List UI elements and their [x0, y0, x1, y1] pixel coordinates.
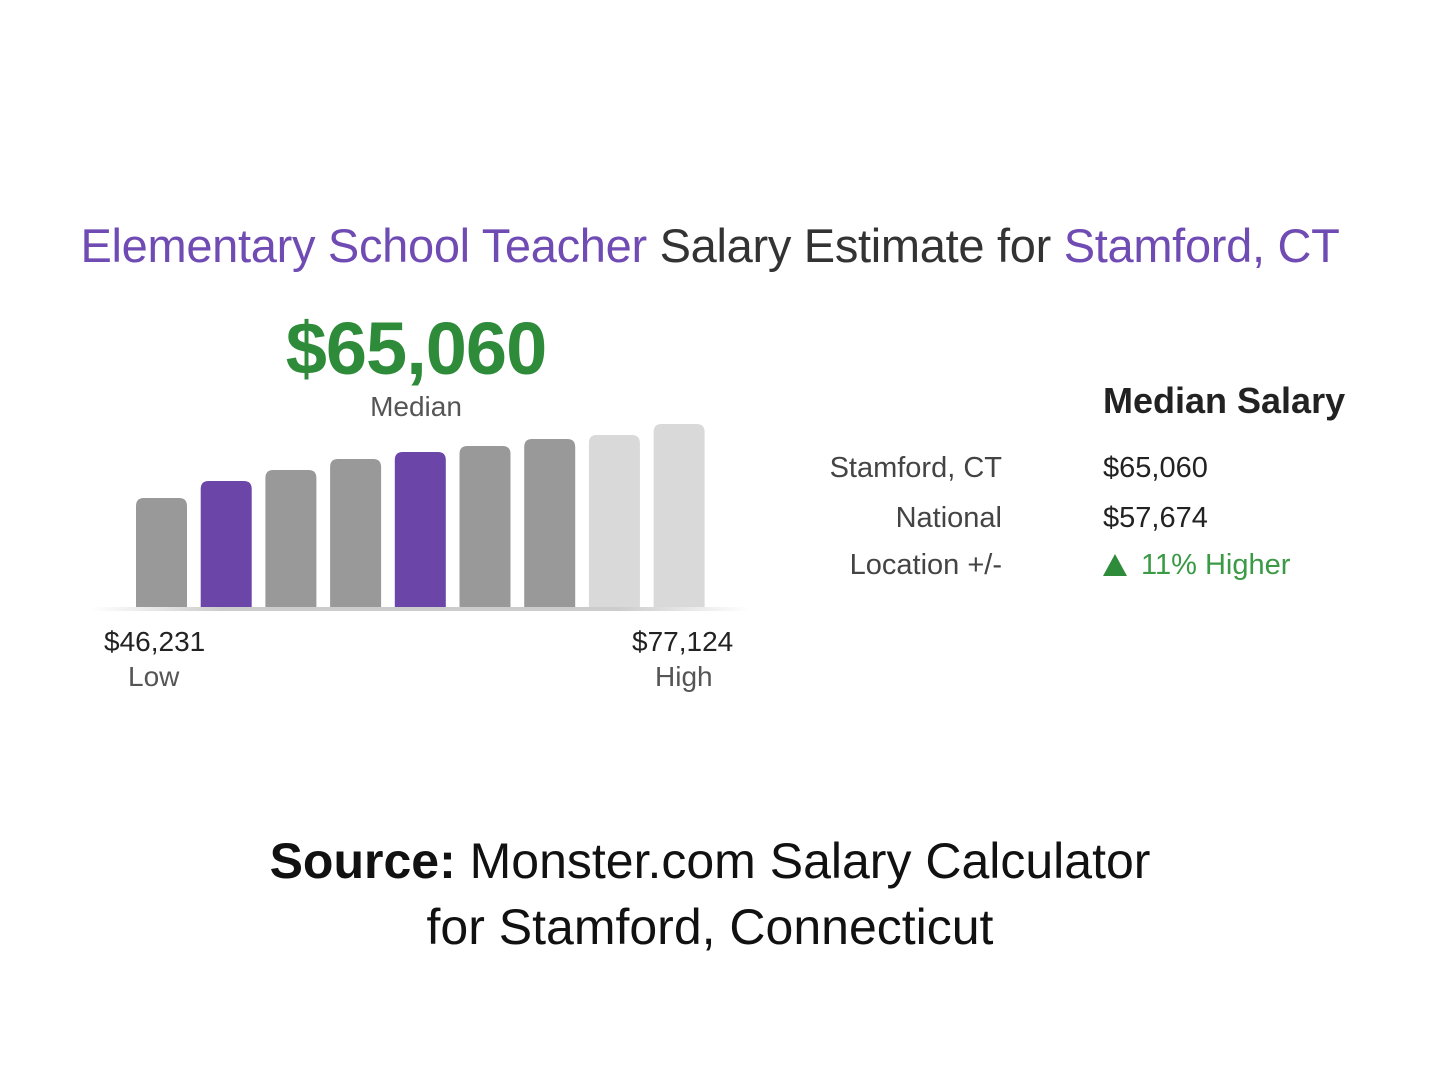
title-location: Stamford, CT — [1063, 219, 1340, 272]
source-line2: for Stamford, Connecticut — [426, 899, 994, 955]
page-title: Elementary School Teacher Salary Estimat… — [0, 218, 1420, 273]
title-middle: Salary Estimate for — [646, 219, 1064, 272]
salary-bar-9 — [653, 424, 705, 608]
salary-bar-chart — [90, 424, 750, 611]
salary-bar-8 — [588, 435, 640, 608]
salary-bar-3 — [265, 470, 317, 608]
up-triangle-icon — [1103, 554, 1127, 576]
median-salary-value: $65,060 — [285, 307, 548, 390]
salary-bar-2 — [200, 481, 252, 608]
row-label-location-diff: Location +/- — [849, 549, 1002, 581]
chart-baseline — [90, 607, 750, 611]
low-salary-value: $46,231 — [104, 626, 206, 657]
source-caption: Source: Monster.com Salary Calculator for… — [0, 828, 1420, 960]
location-diff-text: 11% Higher — [1141, 549, 1291, 581]
high-salary-value: $77,124 — [632, 626, 734, 657]
median-salary-heading: Median Salary — [1103, 380, 1346, 421]
source-line1: Monster.com Salary Calculator — [455, 833, 1151, 889]
row-label-national: National — [895, 502, 1002, 534]
salary-bar-4 — [330, 459, 382, 608]
low-label: Low — [128, 661, 180, 692]
row-value-national: $57,674 — [1103, 502, 1208, 534]
source-label: Source: — [269, 833, 456, 889]
salary-bar-5 — [394, 452, 446, 608]
salary-bar-1 — [136, 498, 187, 608]
row-value-location-diff: 11% Higher — [1103, 549, 1290, 582]
median-label: Median — [370, 391, 462, 422]
high-label: High — [655, 661, 713, 692]
title-job: Elementary School Teacher — [80, 219, 647, 272]
salary-bar-6 — [459, 446, 511, 608]
salary-bar-7 — [524, 439, 576, 608]
row-value-stamford: $65,060 — [1103, 452, 1208, 484]
row-label-stamford: Stamford, CT — [829, 452, 1002, 484]
